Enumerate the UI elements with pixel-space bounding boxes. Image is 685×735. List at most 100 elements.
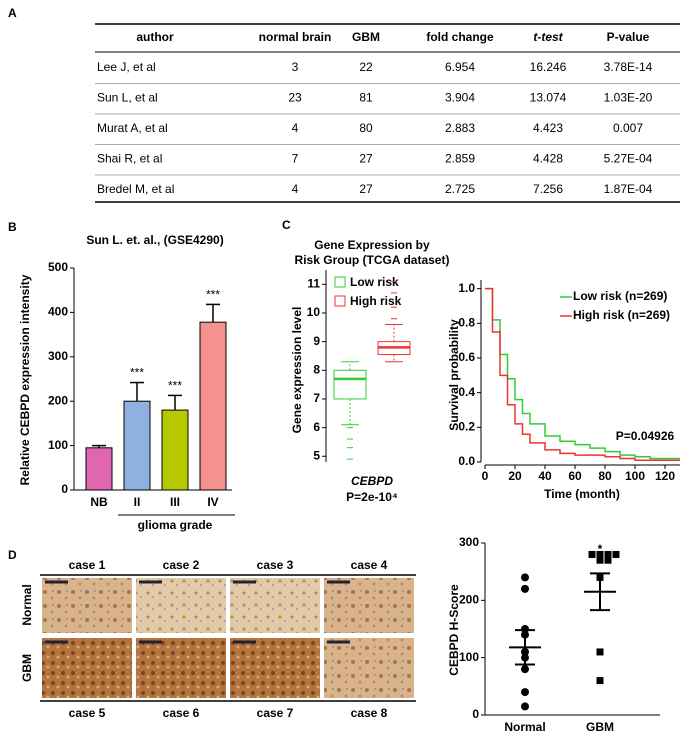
tissue-image bbox=[230, 578, 320, 633]
chart-title: Risk Group (TCGA dataset) bbox=[295, 253, 450, 267]
legend-swatch bbox=[334, 295, 346, 307]
point bbox=[521, 702, 529, 711]
table-header: t-test bbox=[533, 30, 563, 44]
y-tick-label: 500 bbox=[48, 260, 68, 274]
x-tick-label: IV bbox=[207, 495, 218, 509]
x-tick-label: GBM bbox=[586, 720, 614, 734]
legend-label: High risk (n=269) bbox=[573, 308, 670, 322]
table-cell: Murat A, et al bbox=[97, 121, 168, 135]
panel-label: A bbox=[8, 6, 17, 20]
tissue-image bbox=[230, 638, 320, 698]
x-axis-label: glioma grade bbox=[138, 518, 213, 532]
scale-bars bbox=[45, 580, 350, 644]
y-tick-label: 300 bbox=[48, 349, 68, 363]
bar bbox=[85, 447, 113, 491]
table-cell: 7 bbox=[292, 152, 299, 166]
tissue-image bbox=[42, 638, 132, 698]
y-tick-label: 9 bbox=[313, 334, 320, 348]
y-axis-label: Gene expression level bbox=[290, 307, 304, 434]
tissue-image bbox=[136, 638, 226, 698]
y-axis-label: Survival probability bbox=[447, 319, 461, 431]
y-tick-label: 0.4 bbox=[458, 385, 475, 399]
y-tick-label: 400 bbox=[48, 305, 68, 319]
table-cell: 81 bbox=[359, 91, 373, 105]
case-label: case 7 bbox=[257, 706, 294, 720]
table-cell: 2.859 bbox=[445, 152, 475, 166]
x-tick-label: 40 bbox=[538, 469, 552, 483]
case-label: case 6 bbox=[163, 706, 200, 720]
table-cell: 3.78E-14 bbox=[604, 60, 653, 74]
table-cell: 3.904 bbox=[445, 91, 475, 105]
y-tick-label: 100 bbox=[459, 650, 479, 664]
table-cell: 27 bbox=[359, 152, 373, 166]
y-tick-label: 7 bbox=[313, 391, 320, 405]
tissue-image bbox=[42, 578, 132, 633]
row-label: GBM bbox=[20, 654, 34, 682]
table-cell: 27 bbox=[359, 182, 373, 196]
point bbox=[596, 556, 604, 564]
significance: * bbox=[598, 542, 603, 556]
table-cell: 2.883 bbox=[445, 121, 475, 135]
row-label: Normal bbox=[20, 584, 34, 625]
tissue-image bbox=[136, 578, 226, 633]
survival-curve bbox=[485, 287, 680, 462]
chart-title: Gene Expression by bbox=[314, 238, 430, 252]
y-tick-label: 10 bbox=[307, 305, 321, 319]
case-label: case 2 bbox=[163, 558, 200, 572]
panel-label: C bbox=[282, 218, 291, 232]
point bbox=[588, 550, 596, 558]
y-tick-label: 0.2 bbox=[458, 420, 475, 434]
table-cell: 16.246 bbox=[530, 60, 567, 74]
annotation: P=2e-10⁴ bbox=[346, 490, 398, 504]
y-tick-label: 11 bbox=[307, 277, 320, 291]
point bbox=[521, 665, 529, 674]
x-tick-label: 20 bbox=[508, 469, 522, 483]
x-tick-label: NB bbox=[90, 495, 108, 509]
y-tick-label: 200 bbox=[48, 393, 68, 407]
table-cell: 80 bbox=[359, 121, 373, 135]
box bbox=[333, 369, 367, 400]
case-label: case 4 bbox=[351, 558, 388, 572]
y-tick-label: 6 bbox=[313, 420, 320, 434]
table-cell: 22 bbox=[359, 60, 373, 74]
y-tick-label: 0.0 bbox=[458, 454, 475, 468]
chart-title: Sun L. et. al., (GSE4290) bbox=[86, 233, 223, 247]
table-cell: 6.954 bbox=[445, 60, 475, 74]
y-axis-label: CEBPD H-Score bbox=[447, 584, 461, 676]
y-tick-label: 8 bbox=[313, 362, 320, 376]
bar bbox=[199, 321, 227, 491]
case-label: case 8 bbox=[351, 706, 388, 720]
point bbox=[521, 573, 529, 582]
x-tick-label: II bbox=[134, 495, 141, 509]
point bbox=[596, 648, 604, 656]
case-label: case 1 bbox=[69, 558, 106, 572]
significance: *** bbox=[206, 288, 220, 302]
y-tick-label: 0 bbox=[61, 482, 68, 496]
table-cell: Lee J, et al bbox=[97, 60, 156, 74]
table-header: normal brain bbox=[259, 30, 332, 44]
bar bbox=[123, 400, 151, 491]
y-axis-label: Relative CEBPD expression intensity bbox=[18, 274, 32, 485]
table-cell: 13.074 bbox=[530, 91, 567, 105]
table-cell: 4.423 bbox=[533, 121, 563, 135]
y-tick-label: 200 bbox=[459, 593, 479, 607]
table-cell: Bredel M, et al bbox=[97, 182, 174, 196]
point bbox=[521, 584, 529, 593]
x-axis-label: Time (month) bbox=[544, 487, 620, 501]
tissue-image bbox=[324, 578, 414, 633]
legend-label: Low risk (n=269) bbox=[573, 289, 667, 303]
table-cell: 5.27E-04 bbox=[604, 152, 653, 166]
x-tick-label: 120 bbox=[655, 469, 675, 483]
case-label: case 5 bbox=[69, 706, 106, 720]
legend-label: Low risk bbox=[350, 275, 399, 289]
y-tick-label: 5 bbox=[313, 448, 320, 462]
point bbox=[612, 550, 620, 558]
x-axis-label: CEBPD bbox=[351, 474, 393, 488]
table-cell: 2.725 bbox=[445, 182, 475, 196]
tissue-image bbox=[324, 638, 414, 698]
x-tick-label: III bbox=[170, 495, 180, 509]
point bbox=[604, 550, 612, 558]
point bbox=[596, 677, 604, 685]
significance: *** bbox=[130, 366, 144, 380]
